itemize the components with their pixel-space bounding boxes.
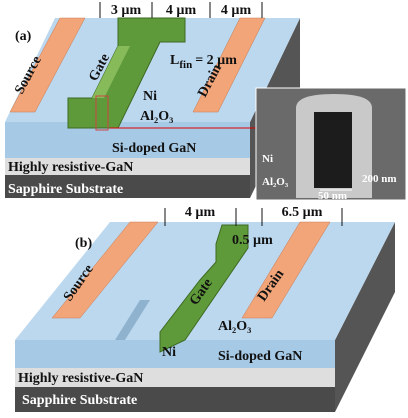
inset-height: 200 nm [362, 173, 397, 185]
dimension-label: 4 µm [166, 3, 197, 18]
gate-metal [159, 224, 249, 353]
fin-value: = 2 µm [195, 53, 237, 68]
inset-width: 50 nm [318, 190, 347, 202]
panel-label: (b) [75, 236, 92, 251]
dimension-label: 4 µm [221, 3, 252, 18]
metal-label: Ni [143, 89, 157, 104]
trench [115, 300, 150, 340]
layer-label: Si-doped GaN [112, 141, 196, 156]
inset-metal: Ni [262, 153, 273, 165]
panel-b: (b) 4 µm 6.5 µm 0.5 µm Source Gate Drain… [15, 205, 395, 412]
dielectric-label: Al₂O₃ [140, 109, 173, 124]
sem-inset: Ni Al₂O₃ 200 nm 50 nm [255, 87, 407, 202]
source-contact [51, 221, 159, 319]
dimension-label: 0.5 µm [232, 233, 273, 248]
sapphire-layer [15, 387, 335, 412]
fin-length-label: Lfin = 2 µm [170, 53, 237, 71]
drain-contact [192, 17, 266, 113]
drain-contact [241, 221, 331, 319]
layer-label: Sapphire Substrate [8, 182, 123, 197]
metal-label: Ni [162, 345, 176, 360]
layer-label: Si-doped GaN [218, 349, 302, 364]
layer-label: Sapphire Substrate [22, 393, 137, 408]
layer-label: Highly resistive-GaN [18, 371, 143, 386]
panel-label: (a) [15, 29, 32, 44]
dimension-label: 4 µm [185, 205, 216, 220]
layer-label: Highly resistive-GaN [8, 160, 133, 175]
dimension-label: 6.5 µm [282, 205, 323, 220]
dielectric-label: Al₂O₃ [218, 319, 251, 334]
fin-subscript: fin [179, 59, 192, 71]
source-contact [9, 17, 86, 113]
panel-a: (a) 3 µm 4 µm 4 µm Source Gate Drain Lfi… [5, 2, 407, 202]
fin-outline [95, 95, 109, 131]
inset-fin [314, 112, 352, 188]
resistive-layer [15, 368, 335, 387]
inset-dielectric: Al₂O₃ [262, 176, 289, 188]
gate-fin [92, 46, 130, 98]
fin-symbol: L [170, 53, 179, 68]
sapphire-layer [5, 175, 250, 198]
side-face [335, 222, 395, 412]
resistive-layer [5, 158, 250, 175]
dimension-label: 3 µm [111, 3, 142, 18]
